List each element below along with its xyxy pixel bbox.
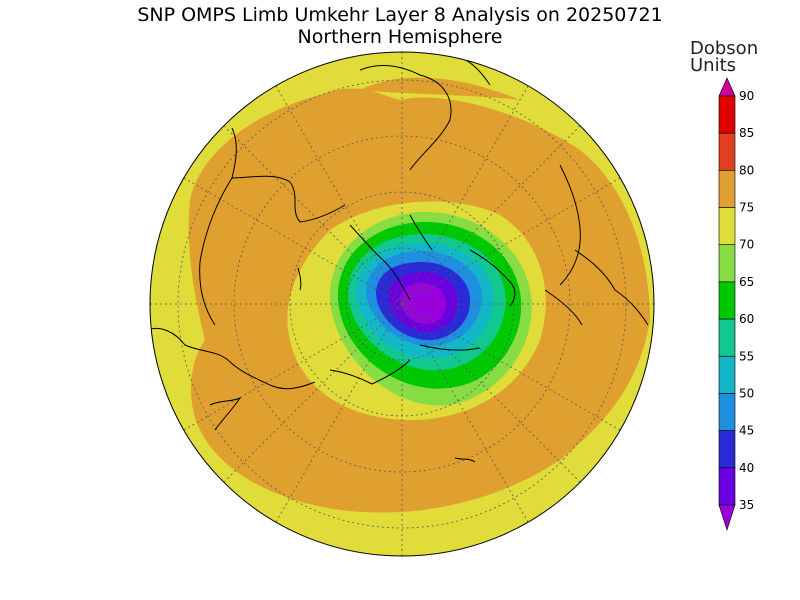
field-band-top bbox=[360, 77, 520, 100]
colorbar-title-line1: Dobson bbox=[690, 38, 759, 59]
colorbar-tick-label: 70 bbox=[739, 238, 754, 252]
coastlines bbox=[150, 54, 649, 463]
colorbar-tick-label: 50 bbox=[739, 386, 754, 400]
colorbar-tick-label: 45 bbox=[739, 424, 754, 438]
colorbar-bottom-arrow bbox=[718, 504, 736, 531]
colorbar-tick-label: 85 bbox=[739, 126, 754, 140]
colorbar-box bbox=[718, 318, 736, 357]
colorbar-group: 35 40 45 50 55 60 65 70 75 80 85 90 bbox=[718, 77, 754, 531]
colorbar-box bbox=[718, 281, 736, 320]
colorbar-tick-label: 40 bbox=[739, 461, 754, 475]
field-core bbox=[400, 282, 446, 324]
map-title: SNP OMPS Limb Umkehr Layer 8 Analysis on… bbox=[137, 4, 663, 26]
graticule bbox=[150, 52, 654, 556]
colorbar-box bbox=[718, 430, 736, 469]
colorbar-tick-label: 35 bbox=[739, 498, 754, 512]
globe-outline bbox=[149, 51, 655, 557]
colorbar-title-line2: Units bbox=[690, 55, 737, 76]
ozone-field bbox=[150, 52, 654, 556]
colorbar-tick-label: 90 bbox=[739, 89, 754, 103]
colorbar-tick-label: 80 bbox=[739, 163, 754, 177]
colorbar-tick-label: 75 bbox=[739, 201, 754, 215]
colorbar-box bbox=[718, 170, 736, 208]
colorbar-box bbox=[718, 244, 736, 283]
colorbar-top-arrow bbox=[718, 77, 736, 97]
colorbar-box bbox=[718, 393, 736, 431]
colorbar-tick-label: 55 bbox=[739, 349, 754, 363]
map-subtitle: Northern Hemisphere bbox=[297, 26, 503, 48]
colorbar-tick-label: 60 bbox=[739, 312, 754, 326]
colorbar-box bbox=[718, 95, 736, 134]
colorbar-box bbox=[718, 132, 736, 171]
colorbar-tick-label: 65 bbox=[739, 275, 754, 289]
colorbar-box bbox=[718, 467, 736, 506]
colorbar-title: Dobson Units bbox=[690, 38, 759, 76]
colorbar-box bbox=[718, 207, 736, 246]
colorbar-box bbox=[718, 355, 736, 394]
